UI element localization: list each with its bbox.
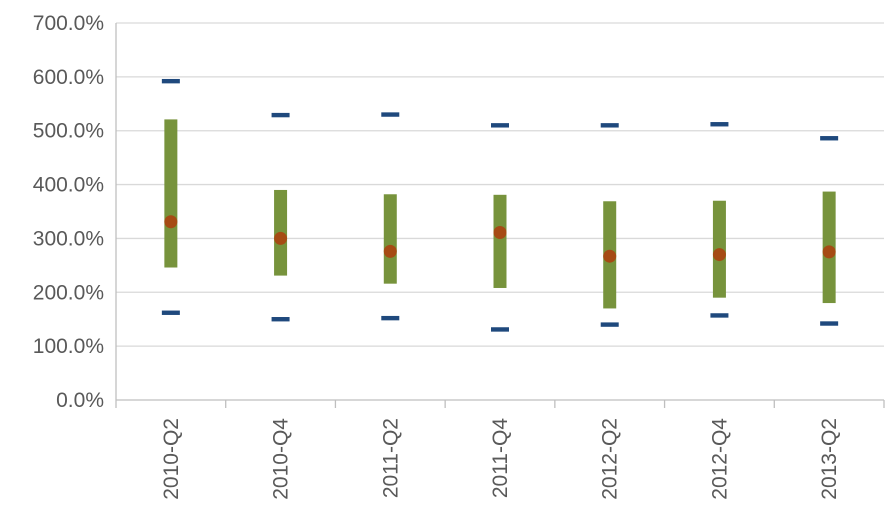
dash-marker [710, 122, 729, 127]
dash-marker [820, 136, 839, 141]
dash-marker [600, 322, 619, 327]
plot-marks [161, 78, 839, 332]
y-tick-label: 200.0% [33, 281, 104, 304]
dash-marker [381, 315, 400, 321]
y-tick-label: 0.0% [56, 389, 104, 412]
range-bar [164, 119, 178, 268]
dot-marker [164, 215, 178, 229]
dash-marker [271, 112, 290, 118]
gridlines [116, 22, 884, 347]
y-tick-label: 300.0% [33, 227, 104, 250]
dash-marker [271, 317, 290, 322]
x-tick-label: 2012-Q4 [708, 418, 731, 500]
x-tick-label: 2011-Q4 [489, 418, 512, 498]
dot-marker [712, 248, 726, 262]
dash-marker [491, 123, 509, 128]
dot-marker [383, 244, 397, 258]
y-tick-label: 700.0% [33, 12, 104, 35]
dash-marker [491, 327, 509, 332]
range-bar [383, 194, 397, 284]
x-tick-label: 2012-Q2 [599, 418, 622, 500]
dash-marker [161, 78, 180, 84]
y-tick-label: 500.0% [33, 120, 104, 143]
x-tick-label: 2013-Q2 [818, 418, 841, 500]
dot-marker [493, 226, 507, 240]
x-tick-label: 2010-Q4 [270, 418, 293, 500]
x-tick-label: 2011-Q2 [379, 418, 402, 498]
dot-marker [603, 249, 617, 263]
dash-marker [381, 112, 400, 117]
x-axis: 2010-Q2 2010-Q4 2011-Q2 2011-Q4 2012-Q2 2012-… [115, 23, 885, 500]
range-bar [493, 194, 507, 288]
dash-marker [710, 313, 729, 318]
dash-marker [161, 310, 180, 315]
y-tick-label: 600.0% [33, 66, 104, 89]
y-tick-label: 400.0% [33, 174, 104, 197]
dash-marker [820, 321, 839, 326]
x-tick-label: 2010-Q2 [160, 418, 183, 500]
dash-marker [600, 123, 619, 128]
dot-marker [822, 245, 836, 259]
dot-marker [274, 231, 288, 245]
y-axis-tick-labels: 0.0% 100.0% 200.0% 300.0% 400.0% 500.0% 600.0%… [33, 12, 104, 412]
y-tick-label: 100.0% [33, 335, 104, 358]
